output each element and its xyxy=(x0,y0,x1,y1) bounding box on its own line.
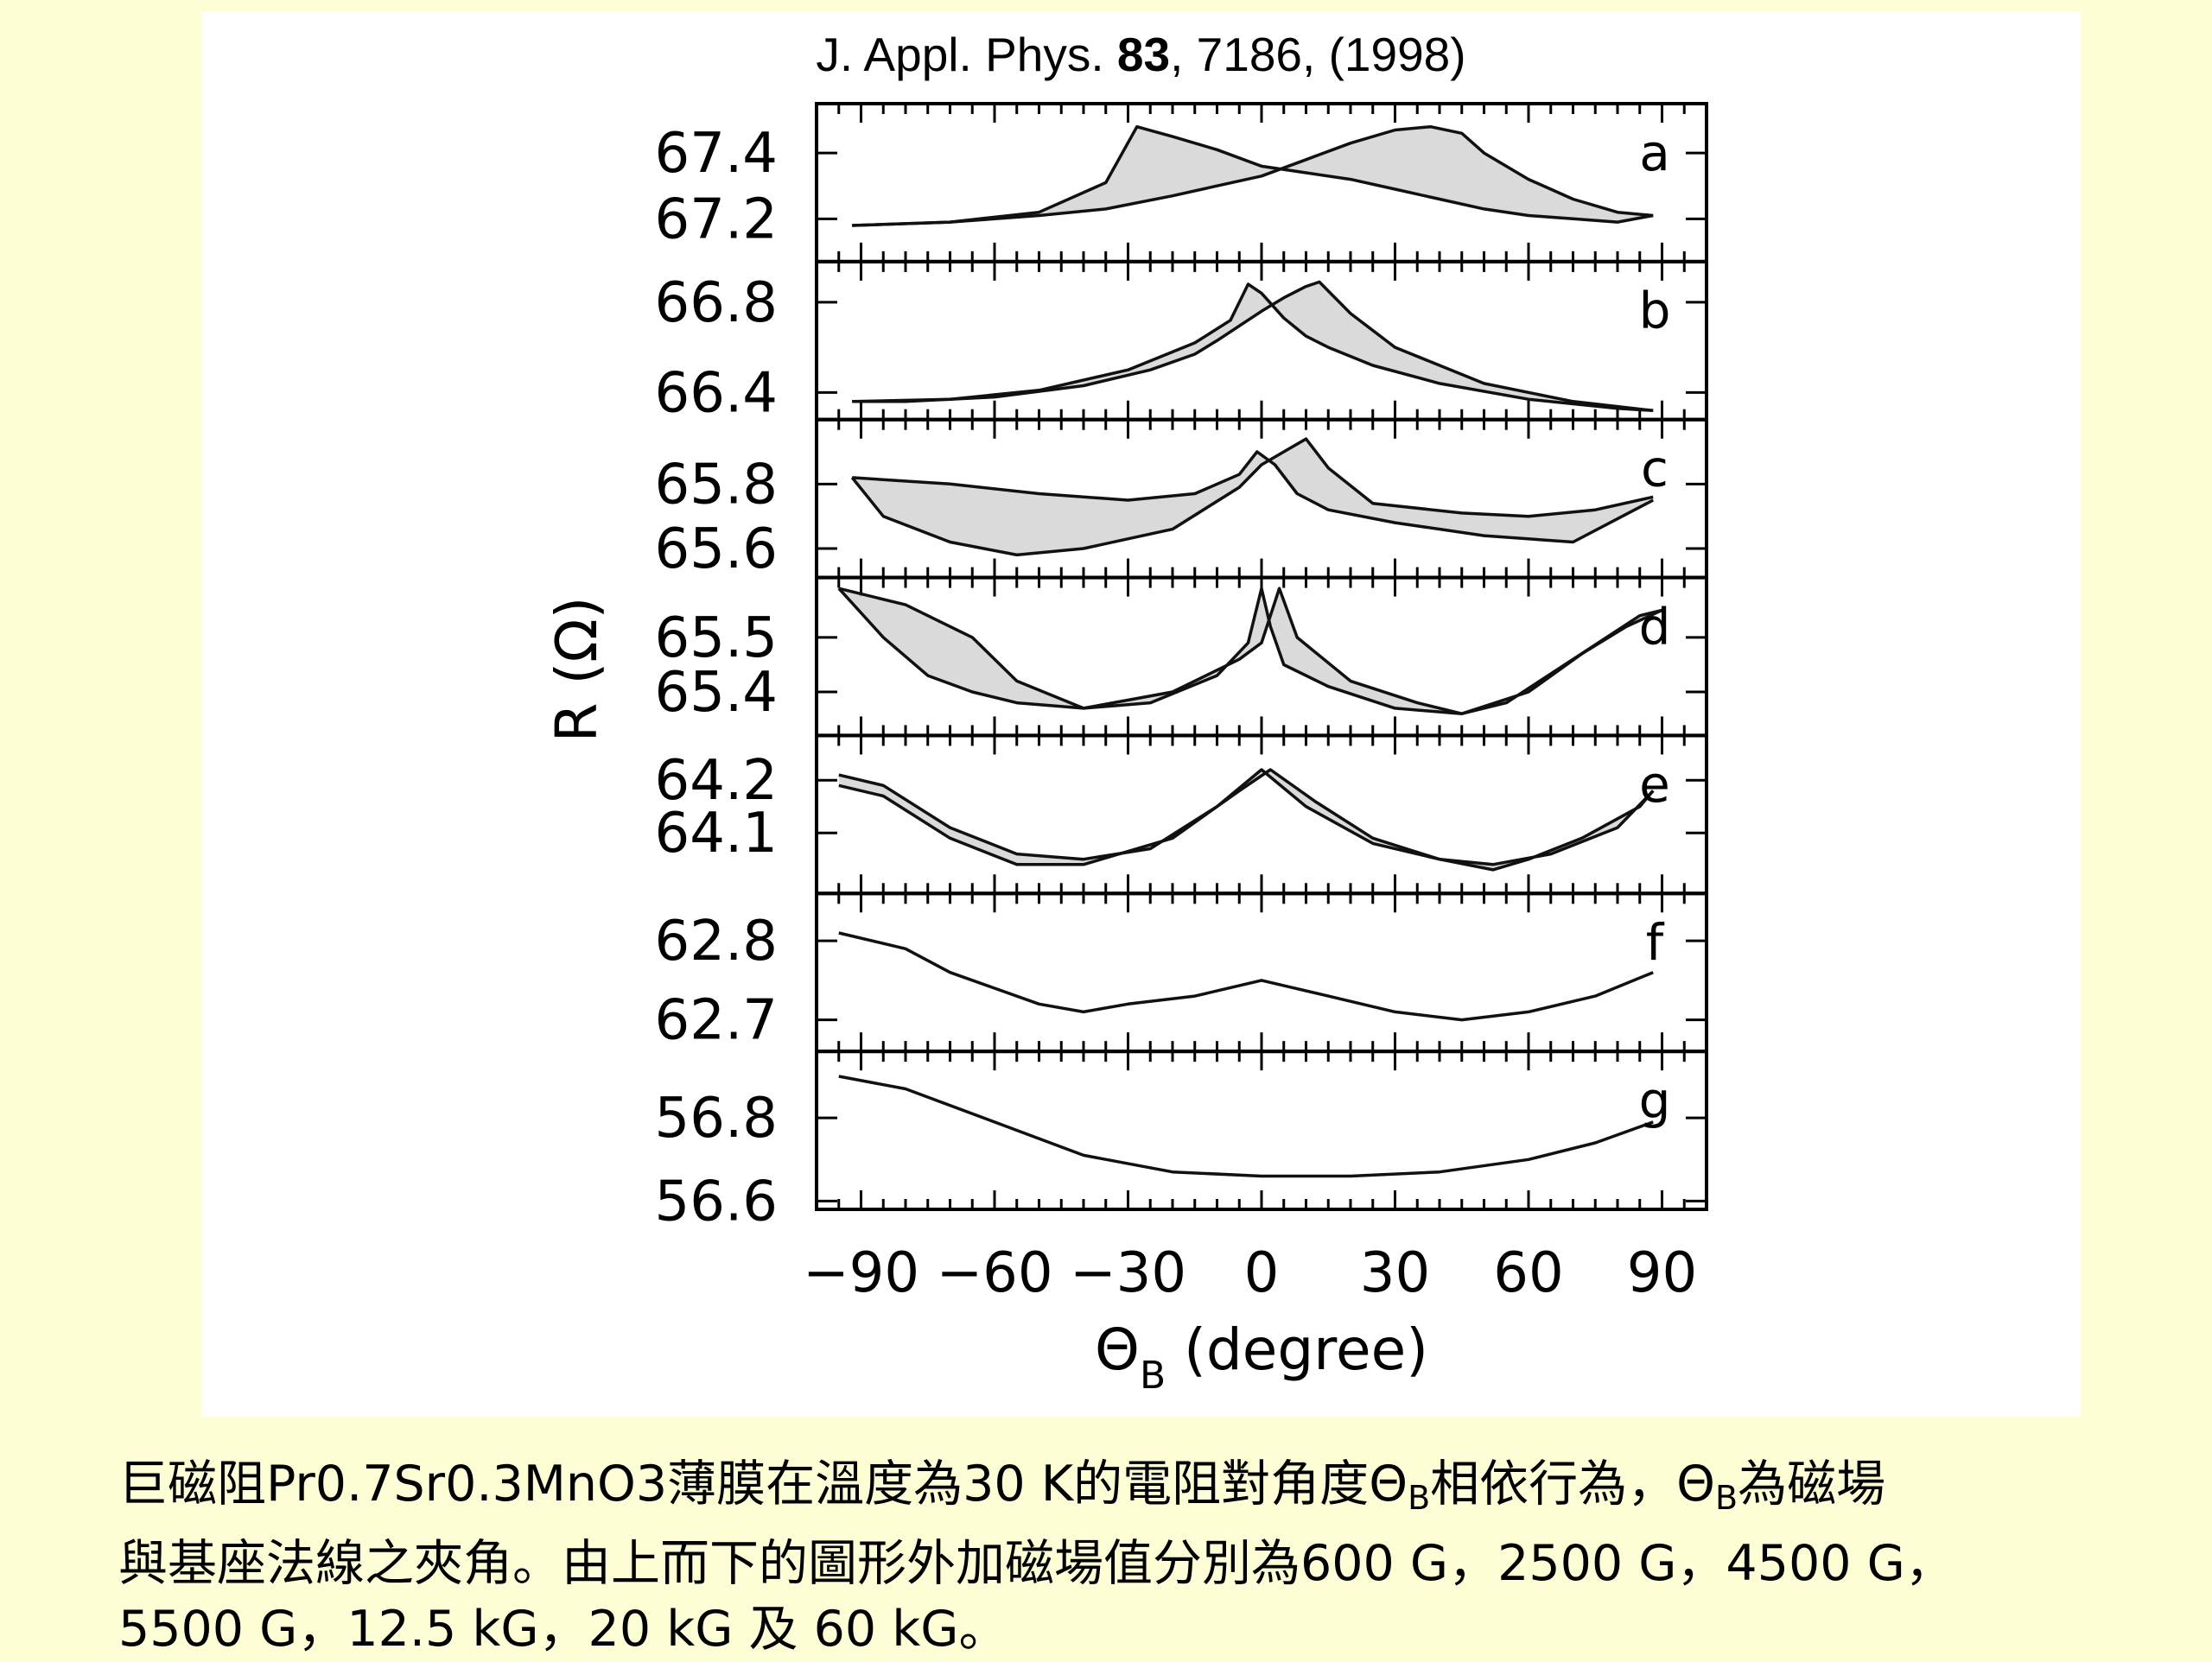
theta-symbol: Θ xyxy=(1369,1456,1408,1513)
y-tick-label: 64.2 xyxy=(655,749,779,813)
series-line-1 xyxy=(838,768,1655,866)
hysteresis-fill xyxy=(852,439,1654,555)
theta-subscript: B xyxy=(1408,1479,1431,1517)
hysteresis-fill xyxy=(852,126,1654,225)
panel-letter-label: f xyxy=(1646,913,1665,972)
series-line-2 xyxy=(838,768,1655,872)
citation-rest: , 7186, (1998) xyxy=(1170,28,1466,81)
series-line-1 xyxy=(838,931,1654,1022)
y-axis-title: R (Ω) xyxy=(543,597,610,743)
panel-g: 56.8 56.6 g xyxy=(655,1050,1708,1234)
resistance-angle-chart: 67.467.2 a 66.8 66.4 b 65.865.6 c 65.565.4 d 64.2… xyxy=(543,102,1708,1398)
x-tick-label: −60 xyxy=(936,1241,1052,1305)
x-axis-unit: (degree) xyxy=(1166,1316,1428,1383)
x-axis-title: ΘB (degree) xyxy=(1095,1316,1428,1398)
panel-b: 66.8 66.4 b xyxy=(655,259,1708,425)
series-line-1 xyxy=(838,1075,1654,1178)
series-line-2 xyxy=(837,587,1663,715)
x-tick-label: 90 xyxy=(1627,1241,1697,1305)
caption-line-3: 5500 G，12.5 kG，20 kG 及 60 kG。 xyxy=(118,1601,1008,1658)
x-tick-label: 0 xyxy=(1244,1241,1280,1305)
caption-text-1c: 為磁場 xyxy=(1738,1456,1886,1513)
panel-frame xyxy=(815,102,1708,263)
hysteresis-fill xyxy=(852,282,1654,411)
panel-c: 65.865.6 c xyxy=(655,417,1708,581)
panel-letter-label: c xyxy=(1641,440,1669,498)
panel-d: 65.565.4 d xyxy=(655,575,1708,738)
y-tick-label: 66.4 xyxy=(655,361,779,425)
x-axis-subscript: B xyxy=(1140,1354,1166,1398)
y-tick-label: 62.8 xyxy=(655,910,779,974)
x-tick-label: −30 xyxy=(1070,1241,1186,1305)
citation-volume: 83 xyxy=(1116,28,1171,81)
y-tick-label: 67.4 xyxy=(655,122,779,186)
y-tick-label: 65.6 xyxy=(655,517,779,581)
y-tick-label: 66.8 xyxy=(655,271,779,335)
caption-text-1b: 相依行為， xyxy=(1430,1456,1677,1513)
theta-subscript: B xyxy=(1715,1479,1738,1517)
theta-symbol: Θ xyxy=(1676,1456,1716,1513)
panel-a: 67.467.2 a xyxy=(655,102,1708,263)
panel-frame xyxy=(815,733,1708,896)
x-tick-label: −90 xyxy=(803,1241,919,1305)
caption-line-2: 與基座法線之夾角。由上而下的圖形外加磁場值分別為600 G，2500 G，450… xyxy=(118,1535,1955,1592)
figure-panel xyxy=(201,11,2081,1417)
y-tick-label: 56.8 xyxy=(655,1087,779,1151)
y-tick-label: 67.2 xyxy=(655,187,779,251)
panel-frame xyxy=(815,1050,1708,1211)
y-tick-label: 56.6 xyxy=(655,1170,779,1234)
panel-e: 64.264.1 e xyxy=(655,733,1708,896)
caption-line-1: 巨磁阻Pr0.7Sr0.3MnO3薄膜在溫度為30 K的電阻對角度ΘB相依行為，… xyxy=(118,1451,2106,1531)
series-line-2 xyxy=(852,280,1654,413)
panel-letter-label: e xyxy=(1639,755,1670,814)
x-axis-symbol: Θ xyxy=(1095,1316,1140,1383)
series-line-2 xyxy=(850,437,1654,557)
panel-f: 62.8 62.7 f xyxy=(655,891,1708,1054)
series-line-2 xyxy=(852,124,1654,227)
series-line-1 xyxy=(852,450,1655,544)
y-tick-label: 65.8 xyxy=(655,453,779,517)
y-tick-label: 64.1 xyxy=(655,802,779,866)
x-tick-label: 60 xyxy=(1493,1241,1563,1305)
y-tick-label: 65.4 xyxy=(655,661,779,725)
y-tick-label: 62.7 xyxy=(655,989,779,1053)
panel-letter-label: b xyxy=(1639,282,1671,340)
panel-letter-label: d xyxy=(1639,597,1671,656)
series-line-1 xyxy=(852,124,1654,227)
figure-caption: 巨磁阻Pr0.7Sr0.3MnO3薄膜在溫度為30 K的電阻對角度ΘB相依行為，… xyxy=(118,1451,2106,1662)
citation-journal: J. Appl. Phys. xyxy=(816,28,1104,81)
citation: J. Appl. Phys. 83, 7186, (1998) xyxy=(201,24,2081,85)
panel-letter-label: g xyxy=(1639,1071,1671,1130)
y-tick-label: 65.5 xyxy=(655,606,779,670)
panel-letter-label: a xyxy=(1639,124,1670,182)
caption-text-1a: 巨磁阻Pr0.7Sr0.3MnO3薄膜在溫度為30 K的電阻對角度 xyxy=(118,1456,1370,1513)
panel-frame xyxy=(815,259,1708,422)
x-tick-label: 30 xyxy=(1360,1241,1430,1305)
